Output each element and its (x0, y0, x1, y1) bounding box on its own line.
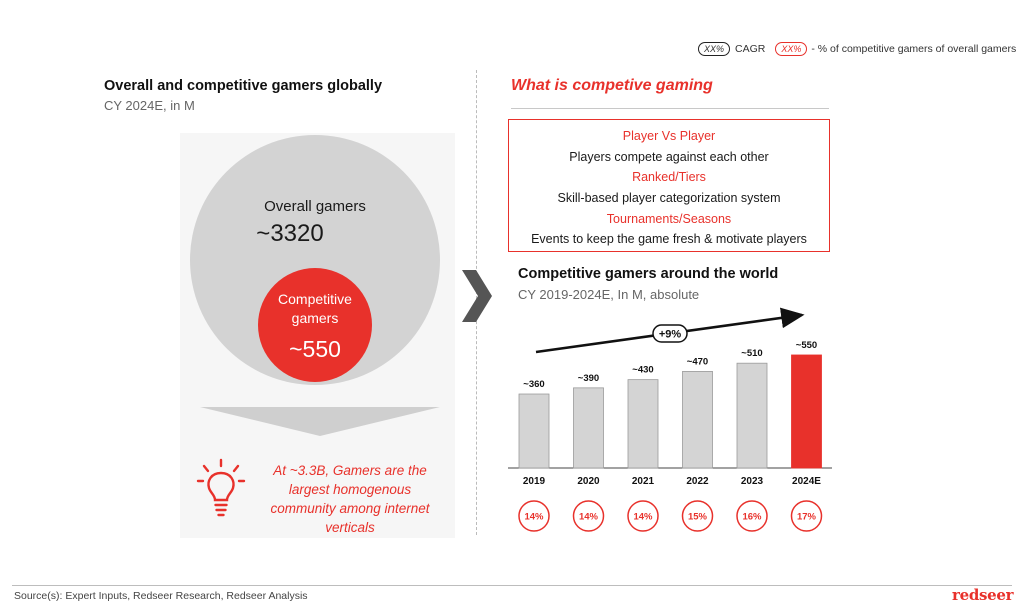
chart-subtitle: CY 2019-2024E, In M, absolute (518, 287, 700, 302)
redseer-logo: redseer (952, 586, 1014, 604)
competitive-gamers-bar-chart: +9% ~360 2019 14% ~390 2020 14% ~430 2021 14% ~47… (508, 307, 832, 532)
bar-2024e (791, 354, 822, 469)
share-label-2020: 14% (579, 512, 599, 523)
competitive-label-line1: Competitive (278, 291, 352, 307)
note-line3: community among internet (270, 501, 430, 516)
definitions-box: Player Vs Player Players compete against… (508, 119, 830, 252)
competitive-gamers-circle (258, 268, 372, 382)
down-funnel-arrow (200, 407, 440, 436)
competitive-gaming-title: What is competive gaming (511, 77, 713, 94)
definition-heading-ranked: Ranked/Tiers (632, 170, 706, 185)
share-circle-2024e (790, 500, 823, 532)
left-title: Overall and competitive gamers globally (104, 78, 383, 94)
definition-heading-pvp: Player Vs Player (622, 129, 716, 143)
share-circle-2021 (627, 500, 659, 532)
bar-2020 (573, 387, 604, 469)
bar-2021 (627, 379, 659, 469)
title-underline (511, 108, 829, 109)
share-circle-2022 (681, 500, 714, 532)
share-legend-text: - % of competitive gamers of overall gam… (811, 43, 1017, 55)
share-label-2024e: 17% (797, 512, 817, 523)
competitive-gamers-label: Competitive gamers (258, 290, 372, 328)
chevron-right-icon (462, 270, 492, 322)
bar-2023 (736, 362, 768, 469)
source-note: Source(s): Expert Inputs, Redseer Resear… (14, 590, 308, 602)
left-subtitle: CY 2024E, in M (104, 98, 195, 113)
share-label-2019: 14% (524, 512, 544, 523)
definition-heading-tournaments: Tournaments/Seasons (606, 211, 732, 226)
category-label-2021: 2021 (632, 476, 655, 487)
gamers-community-note: At ~3.3B, Gamers are the largest homogen… (250, 461, 450, 537)
category-label-2023: 2023 (741, 476, 764, 487)
value-label-2023: ~510 (741, 348, 762, 359)
share-legend-pill: XX% (775, 42, 808, 56)
competitive-gamers-value: ~550 (289, 336, 341, 362)
share-circle-2020 (572, 500, 605, 532)
share-circle-2019 (518, 500, 550, 532)
overall-gamers-value: ~3320 (256, 220, 324, 247)
share-label-2023: 16% (742, 512, 762, 523)
cagr-legend-pill: XX% (698, 42, 731, 56)
share-label-2022: 15% (688, 512, 708, 523)
value-label-2020: ~390 (578, 373, 599, 384)
value-label-2024e: ~550 (796, 340, 817, 351)
definition-text-ranked: Skill-based player categorization system (557, 191, 781, 206)
definition-text-tournaments: Events to keep the game fresh & motivate… (531, 232, 807, 247)
cagr-pill (652, 324, 688, 343)
category-label-2020: 2020 (577, 476, 600, 487)
lightbulb-icon (196, 458, 246, 517)
footer-divider (12, 585, 1012, 586)
chart-title: Competitive gamers around the world (518, 266, 779, 282)
share-circle-2023 (736, 500, 768, 532)
overall-gamers-label: Overall gamers (264, 198, 366, 215)
value-label-2019: ~360 (523, 379, 544, 390)
value-label-2022: ~470 (687, 356, 708, 367)
competitive-label-line2: gamers (291, 310, 339, 326)
cagr-label: +9% (659, 329, 682, 341)
definition-text-pvp: Players compete against each other (569, 149, 769, 164)
note-line1: At ~3.3B, Gamers are the (273, 463, 427, 478)
category-label-2019: 2019 (523, 476, 546, 487)
share-label-2021: 14% (633, 512, 653, 523)
bar-2019 (518, 393, 550, 469)
note-line4: verticals (325, 520, 375, 535)
category-label-2024e: 2024E (792, 476, 821, 487)
category-label-2022: 2022 (686, 476, 709, 487)
bar-2022 (682, 371, 713, 469)
cagr-legend-text: CAGR (735, 43, 766, 55)
value-label-2021: ~430 (632, 365, 653, 376)
legend: XX% CAGR XX% - % of competitive gamers o… (698, 40, 1016, 58)
note-line2: largest homogenous (288, 482, 412, 497)
